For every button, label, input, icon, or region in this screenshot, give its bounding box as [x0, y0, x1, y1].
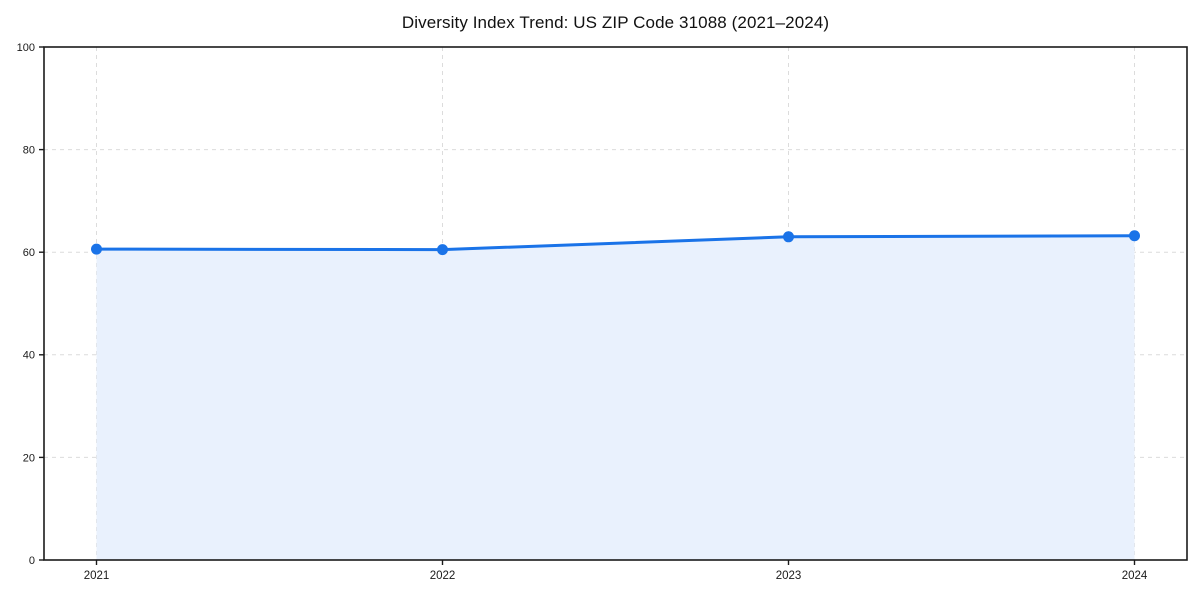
x-tick-label: 2023	[776, 570, 802, 582]
trend-line	[95, 234, 1136, 252]
y-tick-label: 80	[23, 144, 35, 156]
area-fill	[96, 235, 1135, 560]
x-tick-label: 2022	[430, 570, 456, 582]
y-tick-label: 0	[29, 555, 35, 567]
data-point-marker-2022	[437, 244, 448, 256]
data-point-marker-2021	[91, 243, 102, 255]
plot-border	[43, 46, 1188, 561]
data-point-marker-2023	[783, 231, 794, 243]
x-tick-label: 2024	[1122, 570, 1148, 582]
y-tick-label: 20	[23, 452, 35, 464]
chart-title: Diversity Index Trend: US ZIP Code 31088…	[401, 13, 830, 32]
data-point-marker-2024	[1129, 230, 1140, 242]
x-tick-label: 2021	[84, 570, 110, 582]
y-tick-label: 60	[23, 247, 35, 259]
y-tick-label: 40	[23, 350, 35, 362]
y-tick-label: 100	[17, 42, 35, 54]
